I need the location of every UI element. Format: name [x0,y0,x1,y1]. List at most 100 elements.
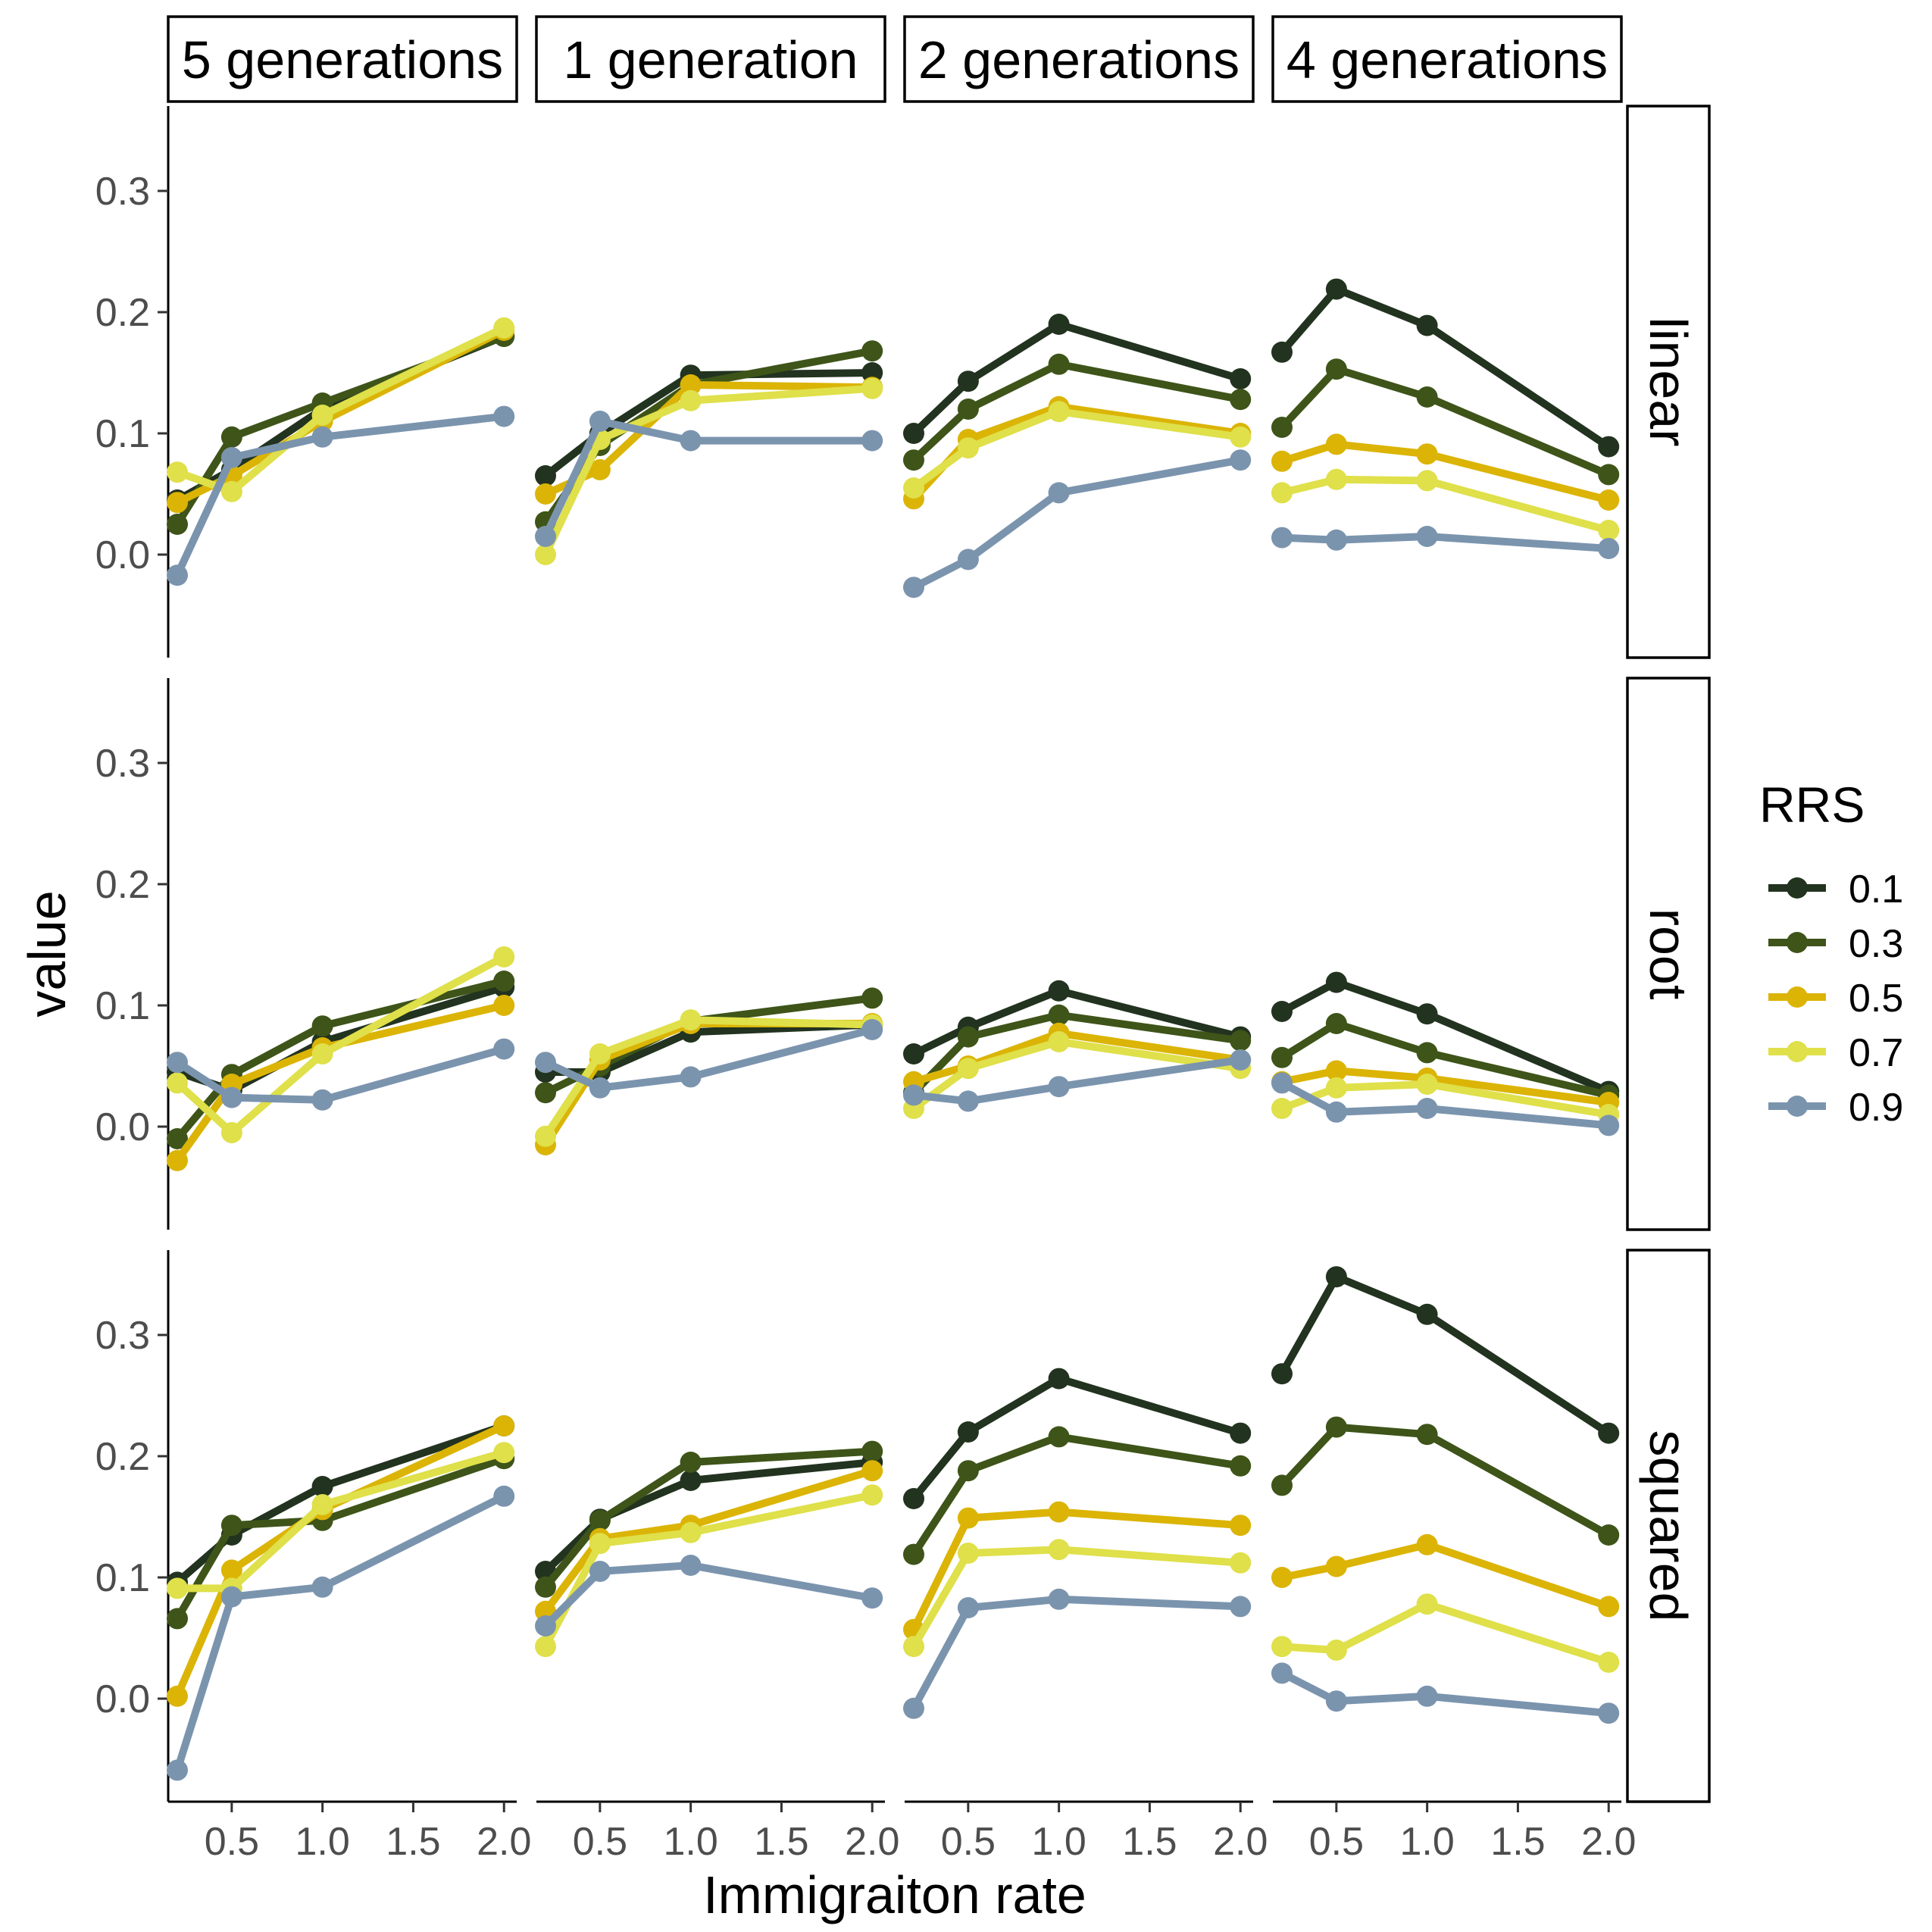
data-point-rrs-0.9 [903,577,924,599]
data-point-rrs-0.7 [861,377,883,399]
data-point-rrs-0.1 [1271,1001,1293,1022]
data-point-rrs-0.5 [957,1507,979,1529]
data-point-rrs-0.3 [1271,1046,1293,1068]
data-point-rrs-0.7 [1598,1652,1620,1673]
series-line-rrs-0.7 [542,384,877,558]
series-line-rrs-0.9 [174,1045,508,1104]
data-point-rrs-0.9 [680,1066,702,1088]
data-point-rrs-0.7 [589,1533,611,1555]
data-point-rrs-0.5 [220,1559,242,1581]
data-point-rrs-0.7 [220,480,242,502]
data-point-rrs-0.3 [167,1608,188,1630]
data-point-rrs-0.9 [1416,1098,1438,1119]
data-point-rrs-0.9 [535,526,556,547]
data-point-rrs-0.1 [1048,314,1070,335]
series-line-rrs-0.1 [910,1374,1245,1502]
data-point-rrs-0.9 [167,1052,188,1074]
series-line-rrs-0.9 [542,1026,877,1092]
facet-panel-squared-3 [1271,1266,1620,1724]
data-point-rrs-0.9 [680,1555,702,1576]
x-tick-label: 1.5 [386,1820,440,1864]
data-point-rrs-0.5 [493,995,515,1016]
data-point-rrs-0.9 [957,1597,979,1618]
row-strip-label: squared [1639,1430,1698,1622]
data-point-rrs-0.7 [220,1122,242,1143]
series-line-rrs-0.3 [1278,1020,1613,1099]
legend-label: 0.7 [1849,1031,1903,1075]
data-point-rrs-0.3 [1416,1424,1438,1446]
series-line-rrs-0.9 [542,417,877,540]
data-point-rrs-0.1 [957,1421,979,1443]
data-point-rrs-0.7 [680,1521,702,1543]
y-tick-label: 0.2 [95,291,150,335]
data-point-rrs-0.5 [1271,450,1293,472]
data-point-rrs-0.9 [167,1759,188,1781]
series-line-rrs-0.7 [174,1449,508,1593]
x-tick-label: 1.0 [1399,1820,1454,1864]
data-point-rrs-0.1 [903,1488,924,1509]
data-point-rrs-0.1 [1598,436,1620,458]
data-point-rrs-0.1 [680,1470,702,1491]
row-strip-box [1626,1249,1711,1803]
series-line-rrs-0.1 [542,1458,877,1575]
data-point-rrs-0.7 [493,317,515,339]
legend-title: RRS [1759,777,1865,833]
facet-panel-linear-0 [167,317,515,586]
data-point-rrs-0.1 [1230,368,1252,389]
data-point-rrs-0.5 [167,1685,188,1707]
facet-panel-squared-0 [167,1415,515,1781]
data-point-rrs-0.7 [861,1484,883,1506]
data-point-rrs-0.7 [1325,468,1347,490]
data-point-rrs-0.7 [1271,1636,1293,1658]
data-point-rrs-0.7 [903,477,924,499]
y-tick-label: 0.2 [95,1435,150,1479]
data-point-rrs-0.9 [957,1090,979,1112]
data-point-rrs-0.9 [220,1586,242,1608]
series-line-rrs-0.1 [910,320,1245,437]
facet-panel-root-3 [1271,971,1620,1136]
data-point-rrs-0.3 [1048,1426,1070,1448]
data-point-rrs-0.9 [1598,1702,1620,1724]
data-point-rrs-0.3 [589,1509,611,1531]
x-tick-label: 0.5 [573,1820,627,1864]
data-point-rrs-0.1 [1271,341,1293,363]
data-point-rrs-0.5 [167,492,188,514]
series-line-rrs-0.1 [910,986,1245,1058]
data-point-rrs-0.7 [535,1125,556,1147]
data-point-rrs-0.1 [1325,278,1347,300]
data-point-rrs-0.9 [1048,1076,1070,1098]
data-point-rrs-0.3 [1230,1455,1252,1477]
y-tick-label: 0.1 [95,984,150,1028]
legend-item: 0.3 [1768,922,1903,966]
data-point-rrs-0.3 [1598,1524,1620,1546]
data-point-rrs-0.5 [1598,1596,1620,1618]
data-point-rrs-0.3 [861,1440,883,1462]
data-point-rrs-0.5 [589,459,611,480]
x-tick-label: 2.0 [1581,1820,1636,1864]
row-strip-box [1626,677,1711,1231]
data-point-rrs-0.3 [167,1128,188,1149]
data-point-rrs-0.5 [1048,1501,1070,1523]
data-point-rrs-0.3 [1325,1013,1347,1034]
data-point-rrs-0.9 [1271,527,1293,549]
y-tick-label: 0.0 [95,533,150,577]
data-point-rrs-0.3 [535,1576,556,1598]
data-point-rrs-0.3 [957,1026,979,1048]
data-point-rrs-0.7 [1230,1552,1252,1574]
data-point-rrs-0.5 [680,374,702,395]
y-axis-title: value [17,890,77,1017]
data-point-rrs-0.9 [1325,1101,1347,1123]
data-point-rrs-0.1 [1325,1266,1347,1288]
data-point-rrs-0.1 [1598,1422,1620,1444]
data-point-rrs-0.9 [1230,1596,1252,1618]
series-line-rrs-0.5 [174,1422,508,1700]
data-point-rrs-0.7 [1048,1539,1070,1561]
data-point-rrs-0.3 [1416,1042,1438,1064]
data-point-rrs-0.7 [167,1072,188,1094]
data-point-rrs-0.9 [311,1089,333,1111]
column-strip-box [167,15,518,103]
column-strip-label: 2 generations [918,30,1240,89]
data-point-rrs-0.9 [589,1077,611,1099]
data-point-rrs-0.9 [1598,538,1620,559]
